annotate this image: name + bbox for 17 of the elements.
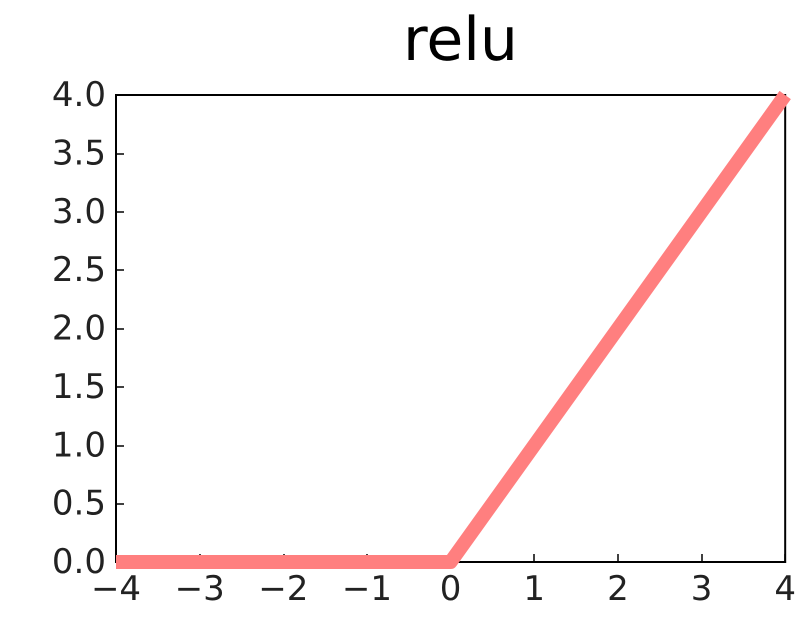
y-tick-label: 2.5 [52, 250, 106, 290]
y-tick-label: 3.0 [52, 192, 106, 232]
x-tick-label: −1 [342, 569, 392, 609]
y-tick-label: 1.5 [52, 366, 106, 407]
x-tick-label: 1 [523, 569, 546, 609]
y-tick-label: 1.0 [52, 425, 106, 466]
x-tick-label: −2 [258, 569, 308, 609]
x-tick-label: 0 [440, 569, 462, 609]
y-tick-label: 4.0 [52, 75, 106, 115]
y-tick-label: 3.5 [52, 133, 106, 174]
x-tick-label: 4 [774, 569, 796, 609]
x-tick-label: 3 [690, 569, 712, 609]
y-tick-label: 2.0 [52, 308, 106, 348]
y-tick-label: 0.5 [52, 484, 106, 524]
chart-title: relu [403, 5, 518, 75]
x-tick-label: 2 [607, 569, 629, 609]
x-tick-label: −3 [174, 569, 225, 609]
